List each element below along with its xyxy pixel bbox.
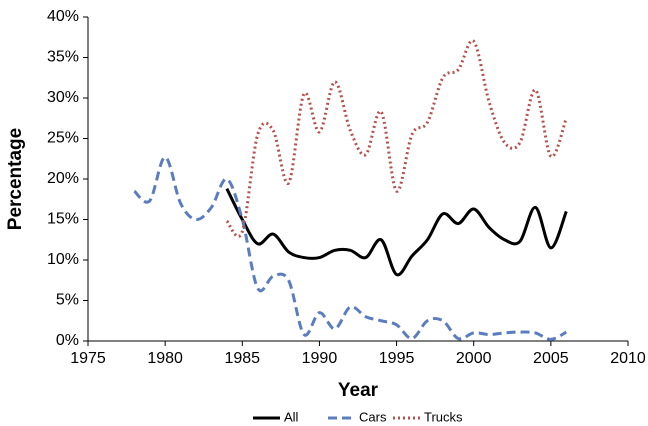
x-tick-label: 1995 [379, 350, 415, 367]
x-axis-title: Year [338, 380, 379, 401]
legend-label: Cars [359, 409, 387, 424]
legend-label: All [284, 409, 299, 424]
y-tick-label: 15% [47, 211, 79, 228]
y-tick-label: 35% [47, 49, 79, 66]
x-tick-label: 1980 [147, 350, 183, 367]
legend-label: Trucks [424, 409, 463, 424]
y-tick-label: 10% [47, 251, 79, 268]
x-tick-label: 2010 [610, 350, 646, 367]
y-tick-label: 30% [47, 89, 79, 106]
series-line [225, 188, 568, 277]
y-tick-label: 25% [47, 130, 79, 147]
y-tick-label: 40% [47, 8, 79, 25]
x-tick-label: 1975 [70, 350, 106, 367]
x-tick-label: 1990 [302, 350, 338, 367]
x-tick-label: 1985 [224, 350, 260, 367]
x-tick-label: 2000 [456, 350, 492, 367]
series-line [225, 39, 568, 238]
y-tick-label: 20% [47, 170, 79, 187]
series-line [133, 155, 568, 341]
y-tick-label: 0% [56, 332, 79, 349]
x-tick-label: 2005 [533, 350, 569, 367]
y-tick-label: 5% [56, 292, 79, 309]
y-axis-title: Percentage [5, 128, 26, 230]
